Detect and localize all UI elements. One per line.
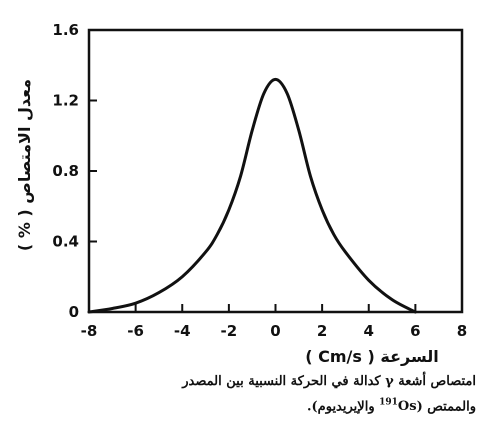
absorption-curve: [87, 77, 417, 314]
y-tick-label: 0: [69, 303, 79, 321]
isotope-symbol: Os: [397, 399, 417, 415]
x-tick-label: -8: [81, 322, 98, 340]
plot-frame: [87, 28, 464, 314]
x-axis-label: السرعة ( Cm/s ): [305, 347, 438, 366]
y-tick-label: 0.8: [52, 162, 79, 180]
figure-caption-line-1: امتصاص أشعة γ كدالة في الحركة النسبية بي…: [182, 374, 476, 389]
x-tick-label: -4: [174, 322, 191, 340]
isotope-label: 191Os: [379, 398, 417, 415]
x-tick-label: 2: [317, 322, 327, 340]
x-tick-label: 6: [410, 322, 420, 340]
x-tick-label: 4: [364, 322, 374, 340]
isotope-mass-number: 191: [379, 398, 398, 408]
caption-suffix: والإيريديوم).: [307, 399, 380, 415]
x-tick-label: 0: [270, 322, 280, 340]
y-axis-ticks: 0 0.4 0.8 1.2 1.6: [52, 21, 97, 321]
caption-prefix: والممتص (: [416, 399, 476, 415]
y-tick-label: 1.6: [52, 21, 79, 39]
y-axis-label: معدل الامتصاص ( % ): [15, 79, 34, 251]
plot-border: [87, 28, 464, 314]
y-tick-label: 0.4: [52, 233, 79, 251]
x-tick-label: 8: [457, 322, 467, 340]
y-tick-label: 1.2: [52, 92, 79, 110]
figure-caption-line-2: والممتص (191Os والإيريديوم).: [36, 398, 476, 414]
x-tick-label: -2: [221, 322, 238, 340]
x-tick-label: -6: [127, 322, 144, 340]
